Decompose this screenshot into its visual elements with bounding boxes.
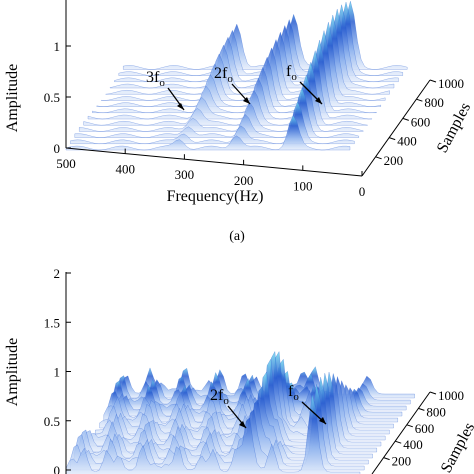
amplitude-tick-label: 0 — [54, 463, 61, 474]
samples-tick-label: 1000 — [438, 76, 464, 91]
amplitude-tick-label: 1 — [54, 39, 61, 54]
svg-text:2fo: 2fo — [210, 387, 229, 407]
samples-tick-label: 800 — [426, 404, 446, 419]
svg-text:fo: fo — [288, 383, 299, 403]
frequency-tick-label: 200 — [234, 173, 254, 188]
samples-label-b: Samples — [438, 420, 474, 474]
amplitude-tick-label: 1.5 — [44, 0, 60, 3]
amplitude-label-b: Amplitude — [4, 338, 21, 406]
samples-tick-label: 400 — [397, 134, 417, 149]
frequency-tick-label: 400 — [115, 162, 135, 177]
svg-text:3fo: 3fo — [146, 69, 165, 89]
panel-label-a: (a) — [229, 229, 245, 244]
frequency-tick-label: 100 — [293, 178, 313, 193]
samples-ticks-a: 200 400 600 800 1000 — [375, 76, 464, 168]
samples-axis-a — [361, 79, 431, 177]
spectrum-slice — [70, 101, 355, 145]
samples-tick-label: 600 — [415, 421, 435, 436]
samples-tick-label: 200 — [392, 454, 412, 469]
spectrum-slice — [65, 115, 351, 151]
surface-b — [65, 350, 415, 474]
frequency-label-a: Frequency(Hz) — [167, 188, 264, 205]
surface-a — [65, 1, 408, 151]
svg-text:fo: fo — [286, 63, 297, 83]
amplitude-tick-label: 2 — [54, 266, 61, 281]
samples-tick-label: 800 — [424, 95, 444, 110]
frequency-tick-label: 300 — [175, 167, 195, 182]
svg-text:2fo: 2fo — [214, 65, 233, 85]
annotation-fo-b: fo — [288, 383, 327, 425]
amplitude-tick-label: 0.5 — [44, 90, 60, 105]
annotation-fo-a: fo — [286, 63, 323, 105]
spectrum-slice — [123, 1, 408, 70]
frequency-tick-label: 500 — [56, 156, 76, 171]
amplitude-ticks-b: 0 0.5 1 1.5 2 — [44, 266, 71, 474]
amplitude-tick-label: 1.5 — [44, 315, 60, 330]
annotation-3fo: 3fo — [146, 69, 185, 111]
samples-tick-label: 400 — [403, 437, 423, 452]
amplitude-ticks-a: 0 0.5 1 1.5 — [44, 0, 71, 156]
samples-tick-label: 1000 — [438, 388, 464, 403]
frequency-axis-a — [65, 147, 363, 177]
annotation-2fo-a: 2fo — [214, 65, 251, 105]
samples-tick-label: 600 — [411, 114, 431, 129]
frequency-ticks-a: 500 400 300 200 100 0 — [56, 143, 365, 199]
spectrum-slice — [74, 377, 369, 465]
amplitude-tick-label: 1 — [54, 365, 61, 380]
amplitude-tick-label: 0.5 — [44, 414, 60, 429]
samples-tick-label: 200 — [384, 153, 404, 168]
annotation-2fo-b: 2fo — [210, 387, 247, 429]
amplitude-tick-label: 0 — [54, 141, 61, 156]
samples-axis-b — [371, 391, 431, 474]
amplitude-label-a: Amplitude — [4, 64, 21, 132]
frequency-tick-label: 0 — [359, 184, 366, 199]
